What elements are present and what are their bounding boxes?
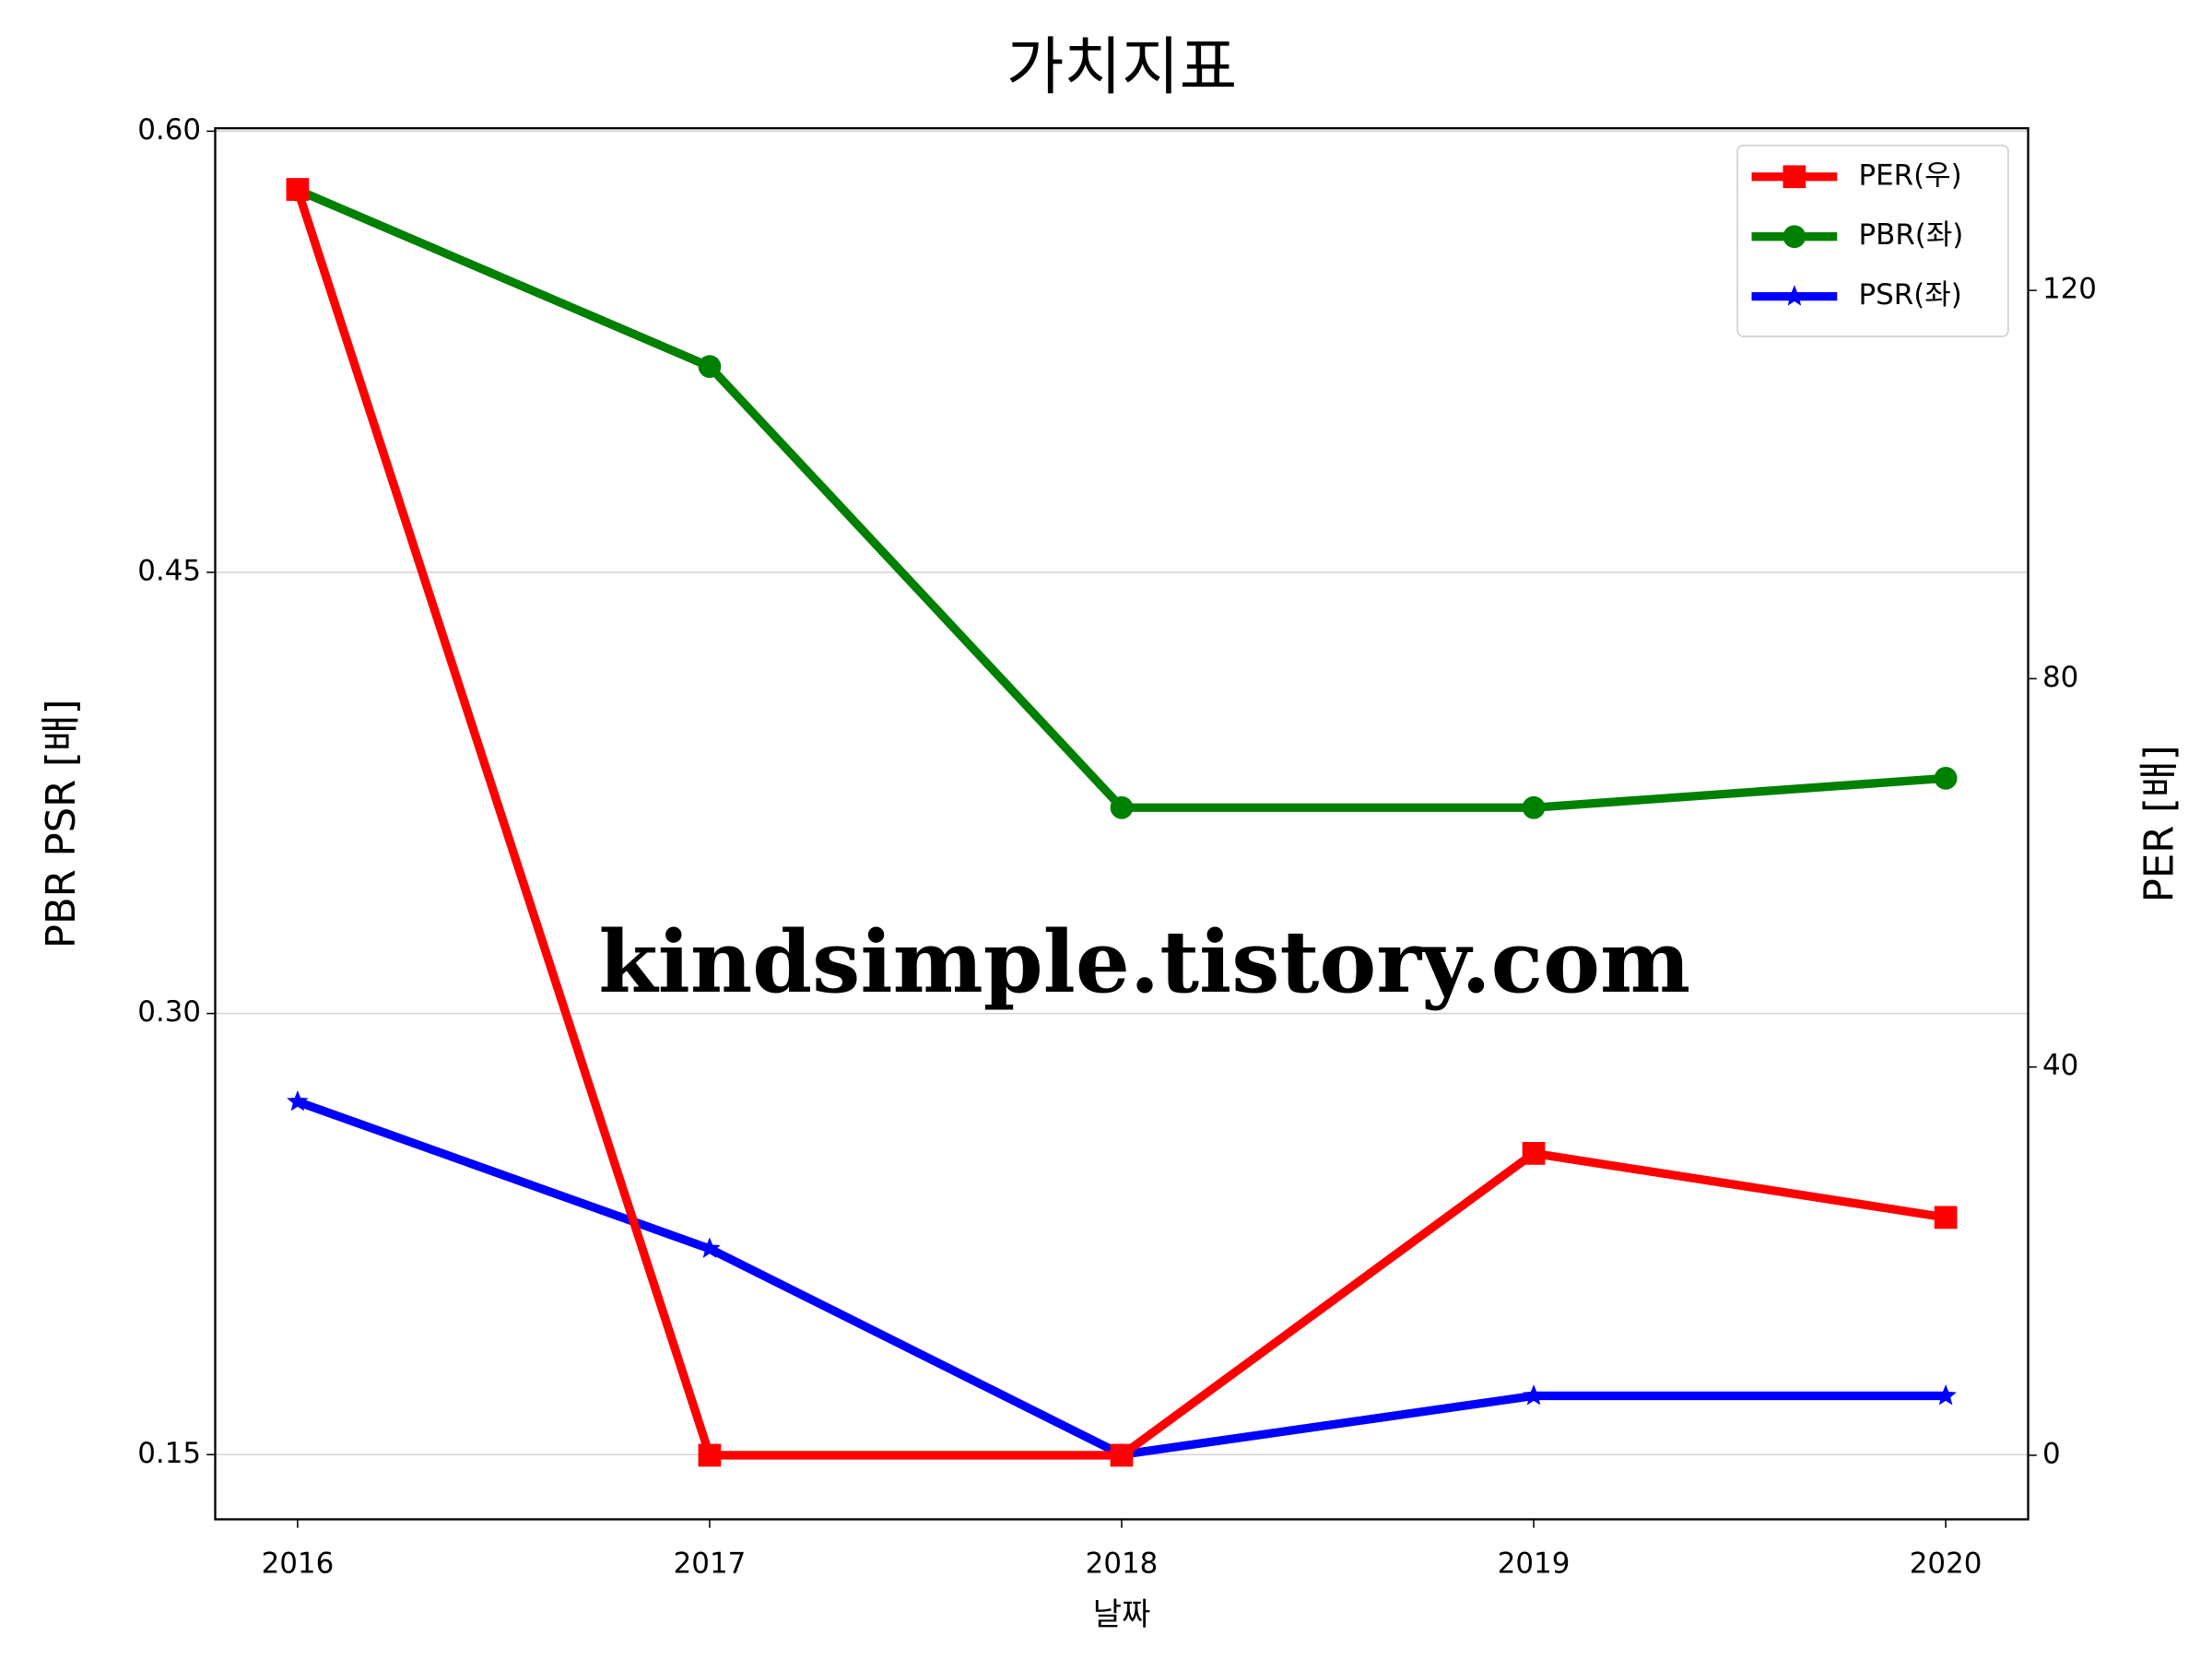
watermark: kindsimple.tistory.com [598, 912, 1690, 1012]
legend-box [1736, 144, 2009, 337]
plot-frame [214, 127, 2030, 1521]
marker [1110, 1443, 1134, 1467]
legend-marker [1783, 225, 1806, 249]
legend-label: PER(우) [1858, 159, 1961, 192]
legend-label: PSR(좌) [1858, 278, 1961, 312]
marker [1110, 795, 1134, 819]
y-tick-label: 0.30 [137, 995, 201, 1029]
marker [286, 178, 310, 201]
marker [698, 1443, 722, 1467]
marker [1934, 766, 1958, 790]
y2-tick-label: 40 [2042, 1049, 2078, 1082]
legend-label: PBR(좌) [1858, 218, 1963, 252]
marker [1523, 1384, 1545, 1406]
y-tick-label: 0.45 [137, 554, 201, 587]
series [286, 178, 1958, 1467]
marker [287, 1089, 309, 1112]
chart-title: 가치지표 [1006, 31, 1237, 104]
marker [698, 355, 722, 379]
y-tick-label: 0.60 [137, 113, 201, 147]
legend: PER(우) PBR(좌) PSR(좌) [1736, 144, 2009, 337]
y2-tick-label: 120 [2042, 273, 2097, 306]
marker [1935, 1384, 1957, 1406]
y-tick-label: 0.15 [137, 1437, 201, 1470]
x-tick-label: 2018 [1086, 1547, 1159, 1580]
x-tick-label: 2017 [674, 1547, 747, 1580]
x-tick-label: 2020 [1910, 1547, 1983, 1580]
y-axis-label: PBR PSR [배] [39, 700, 85, 949]
legend-marker [1783, 285, 1806, 306]
y2-axis-label: PER [배] [2136, 745, 2183, 902]
y2-tick-label: 0 [2042, 1437, 2061, 1470]
y2-tick-label: 80 [2042, 661, 2078, 694]
marker [1522, 795, 1546, 819]
x-tick-label: 2019 [1498, 1547, 1571, 1580]
x-tick-label: 2016 [262, 1547, 335, 1580]
x-axis-label: 날짜 [1093, 1596, 1151, 1633]
legend-marker [1783, 165, 1806, 189]
marker [1934, 1206, 1958, 1230]
marker [699, 1237, 721, 1258]
marker [1522, 1142, 1546, 1165]
